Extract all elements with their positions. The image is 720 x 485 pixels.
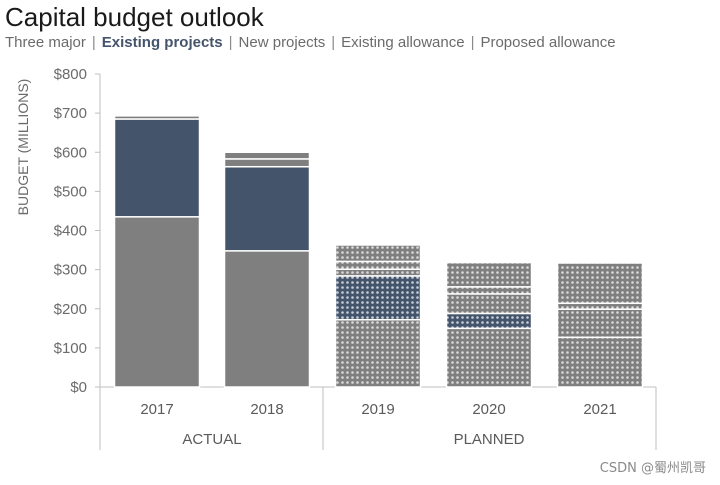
y-tick-label: $700 — [54, 105, 87, 122]
chart-title: Capital budget outlook — [5, 2, 264, 32]
bar-segment — [556, 308, 644, 339]
legend-separator: | — [470, 34, 475, 51]
x-tick-label: 2020 — [472, 401, 505, 418]
bar-segment — [223, 250, 311, 388]
y-tick-label: $600 — [54, 144, 87, 161]
y-axis-label: BUDGET (MILLIONS) — [15, 79, 31, 216]
bar-segment — [556, 302, 644, 310]
bar-segment — [334, 318, 422, 388]
bar-segment — [556, 262, 644, 305]
y-tick-label: $0 — [70, 379, 87, 396]
legend-item: Three major — [5, 34, 86, 51]
group-label: ACTUAL — [182, 431, 241, 448]
bar-segment — [113, 115, 201, 120]
x-tick-label: 2021 — [583, 401, 616, 418]
bar-segment — [223, 165, 311, 252]
legend-row: Three major | Existing projects | New projec… — [5, 34, 616, 51]
bar-segment — [223, 151, 311, 160]
bar-segment — [334, 275, 422, 321]
bar-segment — [445, 286, 533, 295]
x-tick-label: 2018 — [250, 401, 283, 418]
legend-item: Proposed allowance — [480, 34, 616, 51]
bar-segment — [445, 327, 533, 388]
y-tick-label: $100 — [54, 340, 87, 357]
legend-separator: | — [91, 34, 96, 51]
bar-segment — [556, 336, 644, 388]
legend-item: New projects — [238, 34, 326, 51]
bar-segment — [334, 260, 422, 270]
watermark: CSDN @蜀州凯哥 — [599, 461, 706, 476]
bar-segment — [113, 118, 201, 218]
axis-labels: $0 $100 $200 $300 $400 $500 $600 $700 $800 2017 20… — [54, 66, 617, 448]
bars — [113, 115, 644, 388]
group-label: PLANNED — [454, 431, 525, 448]
y-tick-label: $500 — [54, 183, 87, 200]
y-tick-label: $800 — [54, 66, 87, 83]
bar-segment — [223, 158, 311, 168]
y-tick-label: $400 — [54, 223, 87, 240]
bar-segment — [445, 293, 533, 315]
x-tick-label: 2019 — [361, 401, 394, 418]
bar-segment — [445, 312, 533, 330]
legend-item: Existing projects — [101, 34, 223, 51]
bar-segment — [334, 244, 422, 263]
legend-separator: | — [331, 34, 336, 51]
x-tick-label: 2017 — [140, 401, 173, 418]
y-tick-label: $200 — [54, 301, 87, 318]
bar-segment — [113, 216, 201, 388]
y-tick-label: $300 — [54, 262, 87, 279]
legend-item: Existing allowance — [341, 34, 465, 51]
bar-segment — [334, 268, 422, 277]
bar-segment — [445, 261, 533, 288]
legend-separator: | — [228, 34, 233, 51]
